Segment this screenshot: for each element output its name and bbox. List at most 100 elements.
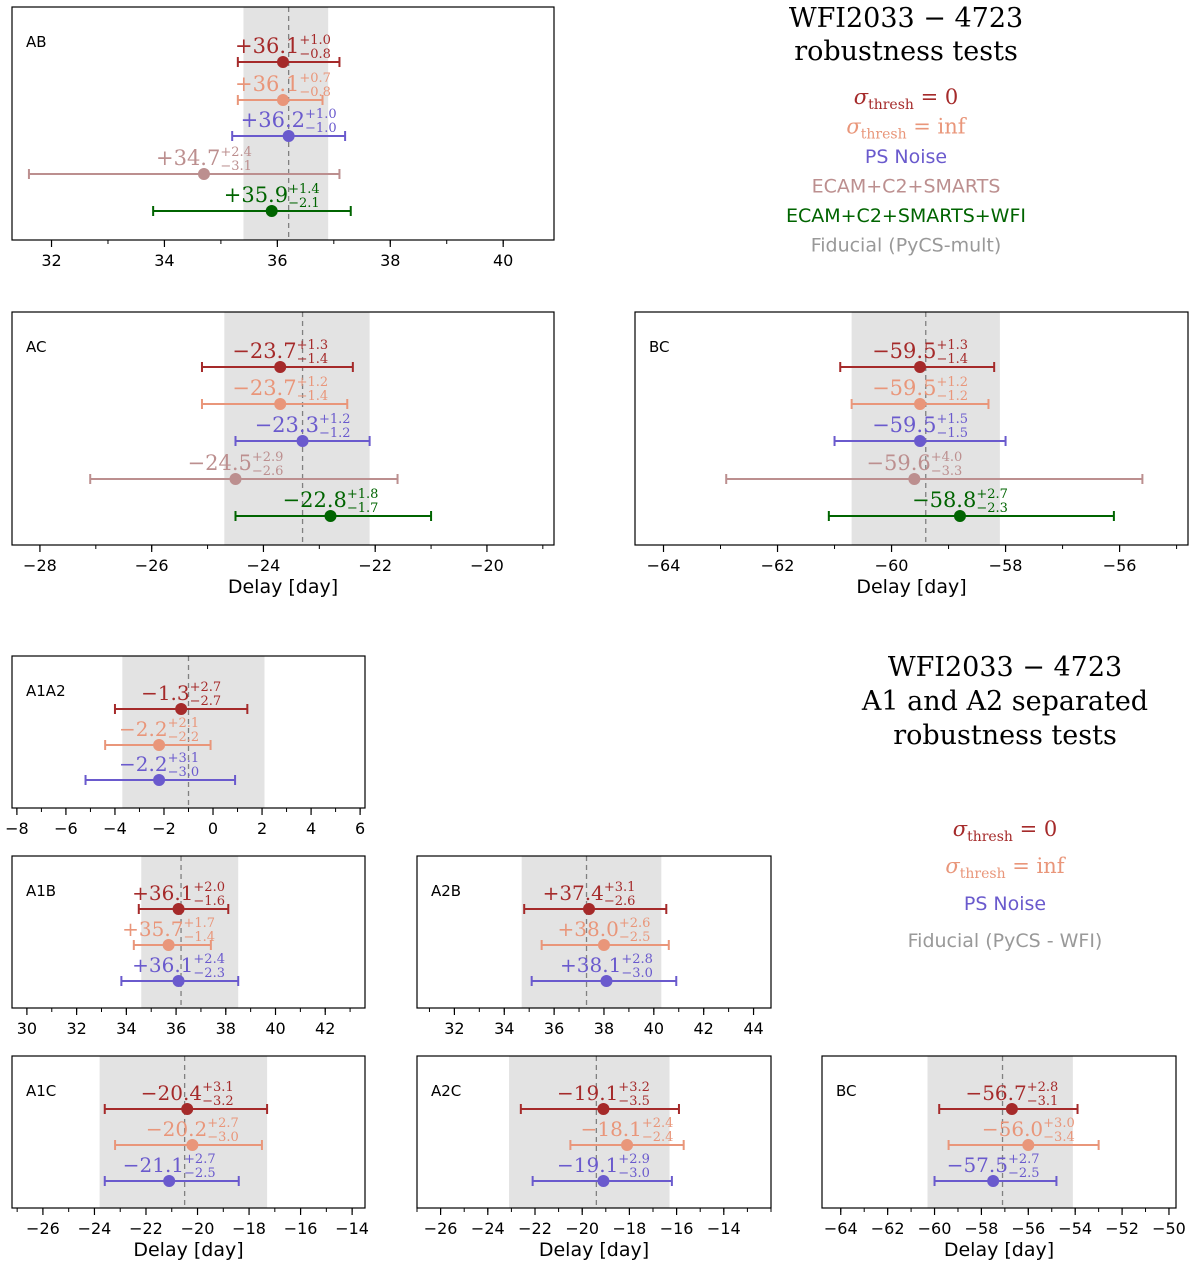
data-label: −20.4+3.1 bbox=[141, 1080, 234, 1105]
minus-error-text: −3.2 bbox=[202, 1094, 234, 1109]
tick-label: −60 bbox=[918, 1219, 952, 1238]
series-psnoise: +36.2+1.0−1.0 bbox=[231, 107, 347, 142]
series-threshinf: −56.0+3.0−3.4 bbox=[947, 1116, 1100, 1151]
data-point bbox=[987, 1175, 1000, 1187]
data-point bbox=[277, 56, 289, 68]
series-threshinf: −59.5+1.2−1.2 bbox=[850, 375, 990, 410]
data-point bbox=[583, 903, 596, 915]
plus-error-text: +2.9 bbox=[252, 450, 284, 465]
data-label: −20.2+2.7 bbox=[146, 1116, 239, 1141]
legend-subscript: thresh bbox=[960, 866, 1006, 882]
tick-label: 44 bbox=[743, 1019, 763, 1038]
data-label: +37.4+3.1 bbox=[543, 880, 636, 905]
value-text: +36.1 bbox=[235, 72, 299, 96]
minus-error-text: −3.4 bbox=[1043, 1130, 1075, 1145]
tick-label: 4 bbox=[306, 819, 316, 838]
tick-label: −16 bbox=[284, 1219, 318, 1238]
fiducial-band bbox=[243, 7, 329, 240]
data-label: +36.1+2.0 bbox=[132, 880, 225, 905]
value-text: +36.1 bbox=[132, 953, 193, 977]
minus-error-text: −2.5 bbox=[619, 930, 651, 945]
series-thresh0: +36.1+2.0−1.6 bbox=[132, 880, 230, 915]
tick-label: 32 bbox=[41, 251, 61, 270]
value-text: −59.5 bbox=[872, 413, 936, 437]
plus-error-text: +2.6 bbox=[619, 916, 651, 931]
tick-label: 34 bbox=[154, 251, 174, 270]
data-point bbox=[274, 361, 287, 373]
tick-label: −62 bbox=[871, 1219, 905, 1238]
series-threshinf: −20.2+2.7−3.0 bbox=[114, 1116, 263, 1151]
data-label: −23.7+1.3 bbox=[232, 338, 328, 363]
panel-label: BC bbox=[836, 1082, 857, 1100]
fiducial-band bbox=[927, 1056, 1073, 1208]
minus-error-text: −2.6 bbox=[604, 894, 636, 909]
panel-label: AB bbox=[26, 33, 47, 51]
value-text: −2.2 bbox=[119, 717, 168, 741]
tick-label: −50 bbox=[1152, 1219, 1186, 1238]
plus-error-text: +3.2 bbox=[618, 1080, 650, 1095]
plus-error-text: +1.8 bbox=[347, 487, 379, 502]
minus-error-text: −2.5 bbox=[1008, 1166, 1040, 1181]
data-point bbox=[229, 473, 242, 485]
legend-item-fiducial: Fiducial (PyCS-mult) bbox=[811, 235, 1002, 257]
plus-error-text: +2.7 bbox=[184, 1152, 216, 1167]
series-thresh0: −20.4+3.1−3.2 bbox=[103, 1080, 269, 1115]
minus-error-text: −2.5 bbox=[184, 1166, 216, 1181]
legend-rest: = 0 bbox=[914, 85, 958, 109]
minus-error-text: −2.2 bbox=[168, 730, 200, 745]
x-axis-label: Delay [day] bbox=[856, 576, 966, 598]
tick-label: −24 bbox=[471, 1219, 505, 1238]
data-label: −22.8+1.8 bbox=[283, 487, 379, 512]
data-point bbox=[914, 435, 927, 447]
data-label: +38.1+2.8 bbox=[560, 952, 653, 977]
tick-label: −24 bbox=[247, 556, 281, 575]
panel-label: A2B bbox=[431, 882, 461, 900]
tick-label: 38 bbox=[216, 1019, 236, 1038]
minus-error-text: −1.2 bbox=[936, 389, 968, 404]
data-point bbox=[600, 975, 613, 987]
plus-error-text: +2.4 bbox=[220, 145, 252, 160]
panel-label: A1C bbox=[26, 1082, 56, 1100]
series-psnoise: −19.1+2.9−3.0 bbox=[531, 1152, 673, 1187]
panel-a2c: −19.1+3.2−3.5−18.1+2.4−2.4−19.1+2.9−3.0A… bbox=[416, 1055, 772, 1261]
panel-label: AC bbox=[26, 338, 46, 356]
data-point bbox=[265, 205, 278, 217]
series-thresh0: −1.3+2.7−2.7 bbox=[113, 680, 249, 715]
tick-label: 36 bbox=[267, 251, 287, 270]
data-label: −19.1+2.9 bbox=[557, 1152, 650, 1177]
value-text: +36.2 bbox=[241, 108, 305, 132]
legend-symbol: σ bbox=[854, 85, 869, 109]
value-text: +38.1 bbox=[560, 953, 621, 977]
value-text: −23.7 bbox=[232, 376, 296, 400]
minus-error-text: −0.8 bbox=[299, 47, 331, 62]
minus-error-text: −3.1 bbox=[1027, 1094, 1059, 1109]
data-point bbox=[597, 1175, 610, 1187]
legend-item-thresh0: σthresh = 0 bbox=[953, 817, 1057, 845]
minus-error-text: −1.7 bbox=[347, 501, 379, 516]
plus-error-text: +3.0 bbox=[1043, 1116, 1075, 1131]
minus-error-text: −1.2 bbox=[319, 426, 351, 441]
tick-label: −26 bbox=[26, 1219, 60, 1238]
series-threshinf: −18.1+2.4−2.4 bbox=[569, 1116, 685, 1151]
panel-label: A1B bbox=[26, 882, 56, 900]
axes-frame bbox=[821, 1055, 1177, 1209]
minus-error-text: −3.0 bbox=[618, 1166, 650, 1181]
value-text: −56.0 bbox=[982, 1117, 1043, 1141]
data-point bbox=[282, 130, 295, 142]
data-label: −56.7+2.8 bbox=[965, 1080, 1058, 1105]
minus-error-text: −3.0 bbox=[168, 765, 200, 780]
legend-subscript: thresh bbox=[967, 829, 1013, 845]
minus-error-text: −2.6 bbox=[252, 464, 284, 479]
tick-label: 0 bbox=[208, 819, 218, 838]
panel-label: BC bbox=[649, 338, 670, 356]
plus-error-text: +1.0 bbox=[299, 33, 331, 48]
data-point bbox=[153, 774, 166, 786]
series-threshinf: −23.7+1.2−1.4 bbox=[200, 375, 349, 410]
data-label: −2.2+3.1 bbox=[119, 751, 199, 776]
minus-error-text: −3.3 bbox=[931, 464, 963, 479]
data-point bbox=[1022, 1139, 1035, 1151]
series-psnoise: +36.1+2.4−2.3 bbox=[120, 952, 240, 987]
tick-label: 38 bbox=[594, 1019, 614, 1038]
tick-label: −64 bbox=[824, 1219, 858, 1238]
